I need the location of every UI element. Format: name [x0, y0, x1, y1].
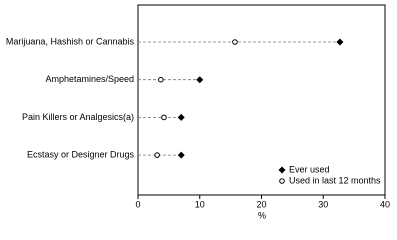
x-tick-label: 30	[318, 199, 328, 209]
y-tick-label: Amphetamines/Speed	[45, 74, 134, 84]
dot-marker	[232, 39, 238, 45]
x-axis-label: %	[258, 210, 266, 220]
dot-marker	[177, 113, 185, 121]
dot-marker	[158, 76, 164, 83]
dot-marker	[154, 152, 160, 158]
x-tick-label: 0	[135, 199, 140, 209]
y-tick-label: Marijuana, Hashish or Cannabis	[6, 36, 135, 46]
x-tick-label: 10	[195, 199, 205, 209]
legend-marker	[279, 178, 285, 184]
dot-marker	[177, 151, 185, 159]
x-tick-label: 40	[380, 199, 390, 209]
legend-label: Ever used	[289, 164, 330, 174]
legend-label: Used in last 12 months	[289, 175, 381, 185]
dot-marker	[196, 76, 204, 84]
chart: % 0 10 20 30 40 Marijuana, Hashish or Cannabi…	[6, 4, 390, 220]
y-tick-label: Pain Killers or Analgesics(a)	[22, 112, 134, 122]
dot-marker	[161, 114, 167, 121]
dot-marker	[336, 38, 344, 46]
y-tick-label: Ecstasy or Designer Drugs	[27, 149, 135, 159]
legend-marker	[278, 166, 286, 174]
x-tick-label: 20	[256, 199, 266, 209]
plot-frame	[137, 4, 386, 196]
